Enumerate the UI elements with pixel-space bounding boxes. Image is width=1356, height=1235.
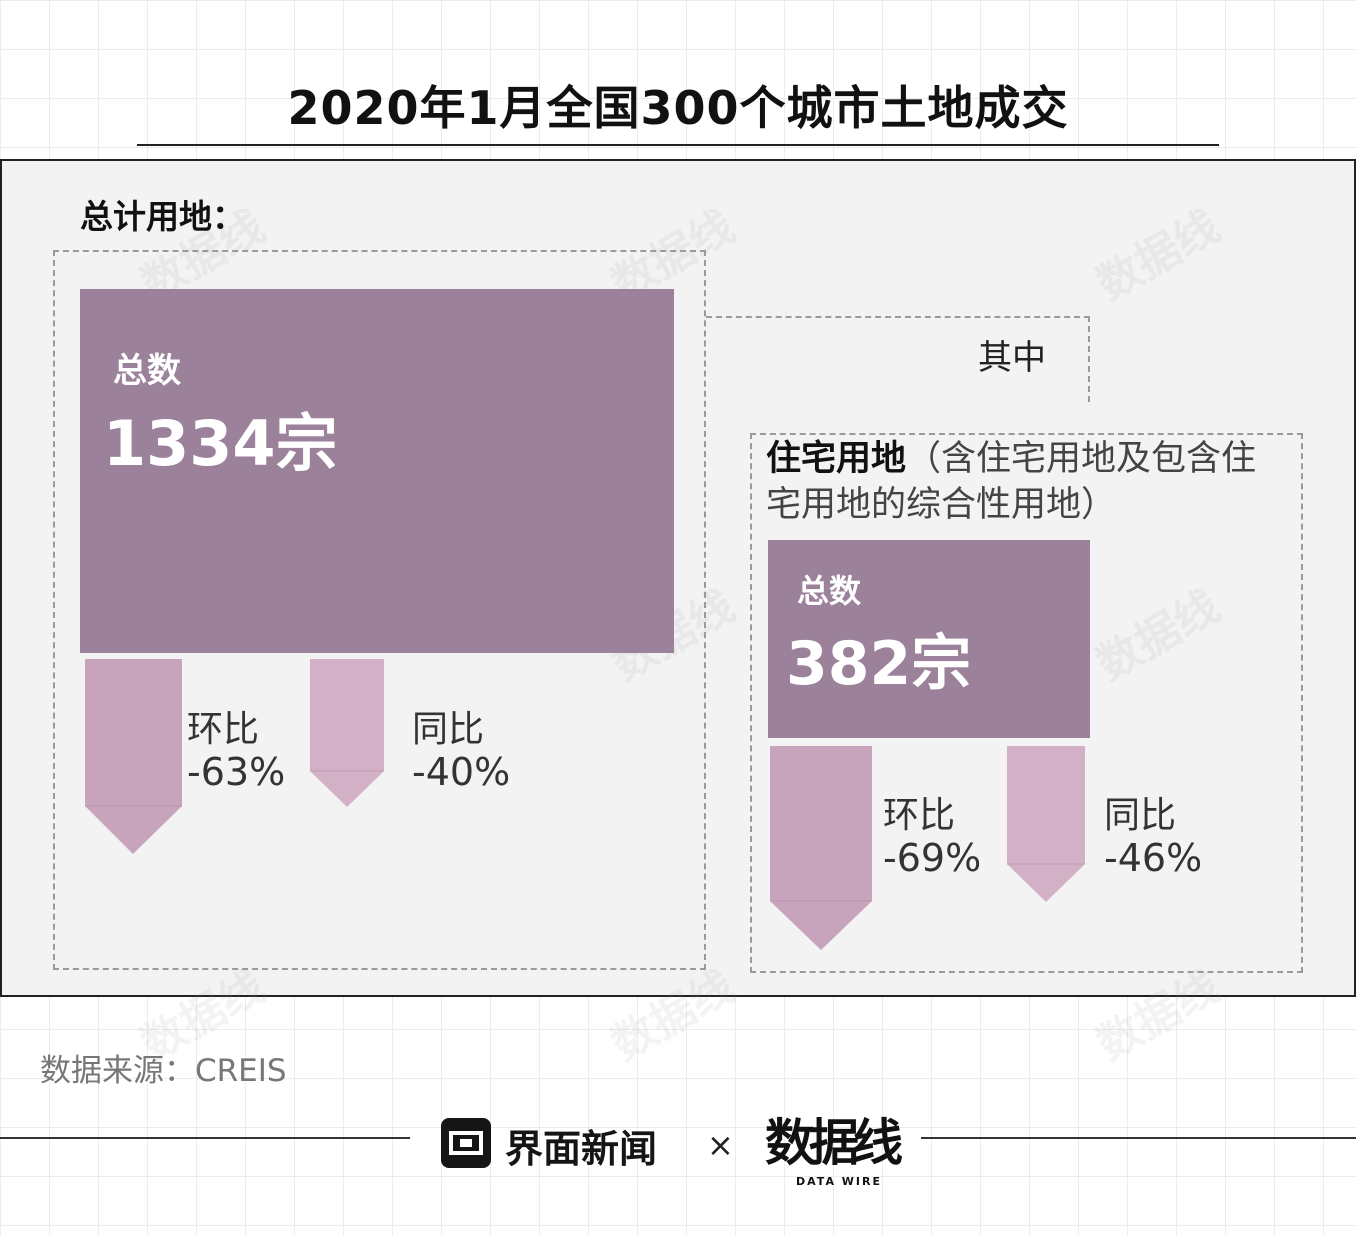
total-mom-value: -63% (187, 750, 286, 794)
title-underline (137, 144, 1219, 146)
residential-mom-label: 环比 (883, 795, 956, 836)
datawire-logo: 数据线 (765, 1114, 903, 1172)
total-land-group (53, 250, 706, 970)
total-count-value: 1334宗 (103, 407, 338, 480)
total-count-label: 总数 (113, 351, 181, 391)
bracket-line-right (1088, 316, 1090, 402)
page-title: 2020年1月全国300个城市土地成交 (287, 81, 1069, 135)
total-mom-label: 环比 (187, 709, 260, 750)
total-yoy-value: -40% (412, 750, 511, 794)
datawire-logo-subtitle: DATA WIRE (796, 1175, 882, 1188)
residential-yoy-label: 同比 (1104, 795, 1177, 836)
total-land-heading: 总计用地： (80, 197, 245, 236)
jiemian-brand-name: 界面新闻 (505, 1127, 658, 1171)
residential-mom-value: -69% (883, 836, 982, 880)
residential-heading-main: 住宅用地 (766, 439, 907, 479)
bracket-label: 其中 (978, 338, 1046, 378)
total-mom-arrow (85, 659, 182, 854)
footer-line-left (0, 1137, 410, 1139)
residential-heading: 住宅用地（含住宅用地及包含住宅用地的综合性用地） (766, 436, 1286, 528)
residential-heading-note: （含住宅用地及包含住宅用地的综合性用地） (766, 439, 1257, 525)
total-count-box (80, 289, 674, 653)
footer-line-right (921, 1137, 1356, 1139)
residential-yoy-value: -46% (1104, 836, 1203, 880)
residential-count-value: 382宗 (786, 629, 972, 699)
data-source: 数据来源：CREIS (40, 1053, 287, 1089)
residential-mom-arrow (770, 746, 872, 950)
residential-count-box (768, 540, 1090, 738)
residential-land-group (750, 433, 1303, 973)
jiemian-logo-icon (441, 1118, 491, 1168)
residential-yoy-arrow (1007, 746, 1085, 902)
bracket-line-top (706, 316, 1090, 318)
residential-count-label: 总数 (797, 572, 862, 610)
total-yoy-arrow (310, 659, 384, 807)
total-yoy-label: 同比 (412, 709, 485, 750)
brand-separator: × (707, 1126, 734, 1164)
